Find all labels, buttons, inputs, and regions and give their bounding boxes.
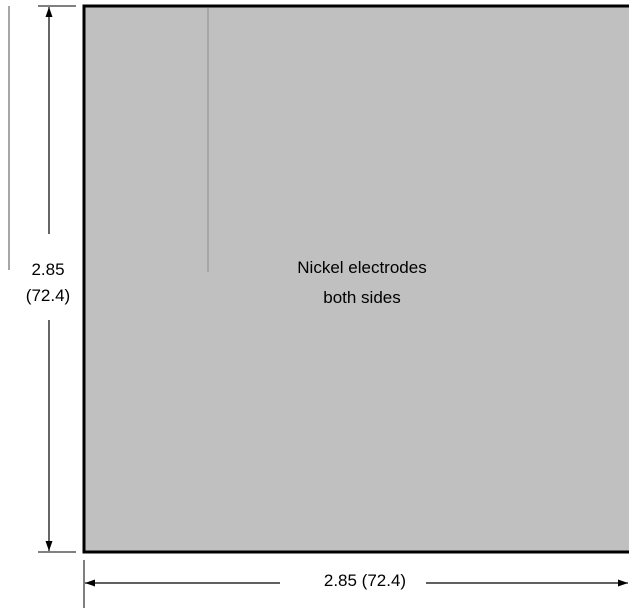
plate-note-line1: Nickel electrodes: [297, 258, 427, 277]
plate-note: Nickel electrodes both sides: [230, 256, 494, 316]
height-metric: (72.4): [25, 286, 71, 305]
height-value: 2.85: [31, 260, 65, 279]
height-dimension-label: 2.85 (72.4): [14, 258, 82, 310]
electrode-plate: [82, 4, 629, 554]
width-dimension-label: 2.85 (72.4): [323, 571, 407, 590]
plate-note-line2: both sides: [323, 288, 401, 307]
